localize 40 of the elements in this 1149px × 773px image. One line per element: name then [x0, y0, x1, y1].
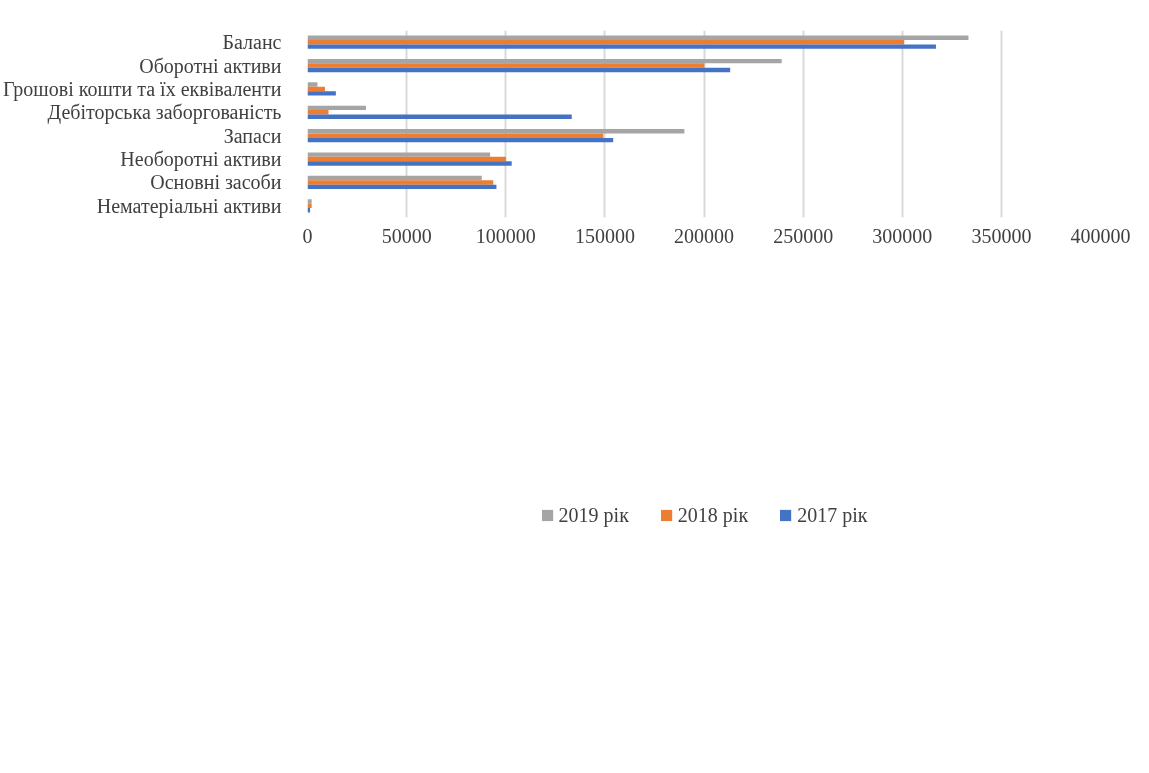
bar — [307, 133, 604, 138]
x-tick-label: 350000 — [971, 224, 1032, 247]
y-tick-label: Необоротні активи — [120, 148, 282, 172]
bar — [307, 91, 336, 96]
bar — [307, 35, 969, 40]
x-tick-label: 0 — [302, 224, 313, 247]
bar — [307, 152, 491, 157]
y-tick-label: Запаси — [223, 124, 282, 147]
y-tick-label: Нематеріальні активи — [96, 194, 282, 218]
bar — [307, 82, 318, 87]
bar — [307, 58, 782, 64]
y-tick-label: Оборотні активи — [139, 54, 282, 78]
y-tick-label: Баланс — [222, 31, 282, 54]
bar — [307, 156, 506, 162]
bar — [307, 137, 614, 143]
bar — [307, 67, 731, 73]
legend-label: 2019 рік — [558, 503, 629, 527]
bar — [307, 39, 905, 45]
bar — [307, 63, 705, 68]
bar — [307, 114, 572, 119]
bar — [307, 110, 329, 115]
bar — [307, 175, 482, 181]
y-tick-label: Дебіторська заборгованість — [47, 101, 282, 125]
x-tick-label: 400000 — [1070, 224, 1131, 247]
bar — [307, 44, 936, 49]
legend-label: 2018 рік — [677, 503, 749, 527]
x-tick-label: 200000 — [674, 224, 734, 247]
legend-label: 2017 рік — [797, 503, 868, 527]
x-tick-label: 150000 — [574, 224, 635, 247]
bar — [307, 199, 312, 204]
x-tick-label: 50000 — [381, 224, 432, 247]
y-tick-label: Основні засоби — [150, 171, 282, 194]
y-tick-label: Грошові кошти та їх еквіваленти — [3, 77, 282, 101]
bar — [307, 180, 494, 185]
bar — [307, 161, 512, 166]
bar — [307, 129, 685, 134]
x-tick-label: 250000 — [773, 224, 834, 247]
x-tick-label: 100000 — [475, 224, 536, 247]
x-tick-label: 300000 — [872, 224, 933, 247]
bar — [307, 184, 497, 190]
